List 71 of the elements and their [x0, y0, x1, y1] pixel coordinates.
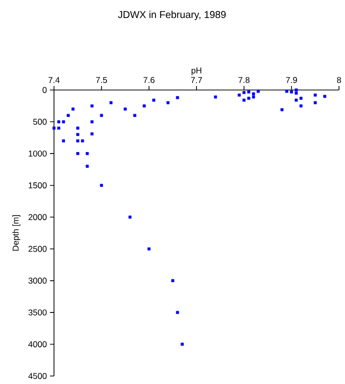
y-tick-label: 1500	[28, 182, 47, 188]
point	[133, 114, 136, 117]
point	[166, 101, 170, 104]
y-tick-label: 3000	[28, 278, 47, 284]
point	[52, 126, 56, 130]
point	[124, 108, 127, 111]
x-tick-label: 7.5	[96, 77, 108, 83]
point	[72, 108, 74, 111]
point	[100, 184, 103, 187]
point	[128, 216, 132, 219]
point	[242, 98, 246, 102]
point	[252, 95, 255, 98]
point	[148, 247, 150, 250]
x-tick-label: 7.7	[191, 77, 202, 83]
point	[90, 120, 94, 124]
x-tick-label: 7.4	[48, 77, 60, 83]
y-tick-label: 4500	[28, 373, 47, 379]
point	[76, 152, 80, 156]
point	[76, 132, 80, 136]
point	[238, 94, 241, 97]
y-axis-title: Depth [m]	[12, 215, 20, 251]
x-tick-label: 7.6	[144, 76, 155, 83]
point	[294, 92, 298, 95]
point	[142, 104, 146, 108]
point	[294, 88, 298, 92]
y-tick-label: 2000	[28, 214, 47, 220]
point	[57, 126, 60, 130]
x-tick-label: 7.8	[238, 76, 250, 83]
point	[62, 139, 65, 142]
point	[300, 96, 302, 100]
point	[90, 132, 94, 136]
point	[66, 114, 70, 117]
point	[300, 104, 302, 108]
point	[76, 126, 80, 130]
point	[256, 90, 260, 93]
point	[81, 139, 84, 142]
point	[57, 120, 60, 124]
point	[100, 114, 103, 117]
y-tick-label: 500	[33, 118, 47, 125]
point	[176, 96, 179, 100]
point	[62, 120, 65, 124]
point	[290, 90, 293, 94]
point	[242, 91, 246, 94]
y-tick-label: 2500	[28, 246, 47, 252]
point	[214, 95, 217, 98]
x-axis-title: pH	[192, 68, 202, 76]
y-tick-label: 0	[42, 87, 47, 93]
x-tick-label: 8	[337, 76, 341, 83]
point	[110, 101, 112, 104]
point	[247, 96, 250, 100]
point	[285, 90, 288, 93]
x-tick-label: 7.9	[286, 76, 297, 83]
y-tick-label: 4000	[28, 341, 47, 348]
point	[247, 90, 250, 94]
point	[252, 92, 255, 96]
point	[314, 101, 317, 104]
point	[152, 98, 156, 102]
point	[171, 279, 174, 282]
point	[314, 94, 317, 97]
point	[86, 164, 89, 168]
point	[176, 310, 179, 314]
point	[180, 342, 184, 346]
point	[76, 139, 80, 142]
y-tick-label: 3500	[28, 309, 47, 316]
chart-title: JDWX in February, 1989	[118, 10, 226, 20]
point	[90, 104, 94, 108]
point	[294, 98, 298, 102]
point	[323, 94, 326, 98]
y-tick-label: 1000	[28, 150, 47, 157]
point	[280, 108, 284, 112]
point	[86, 152, 89, 156]
